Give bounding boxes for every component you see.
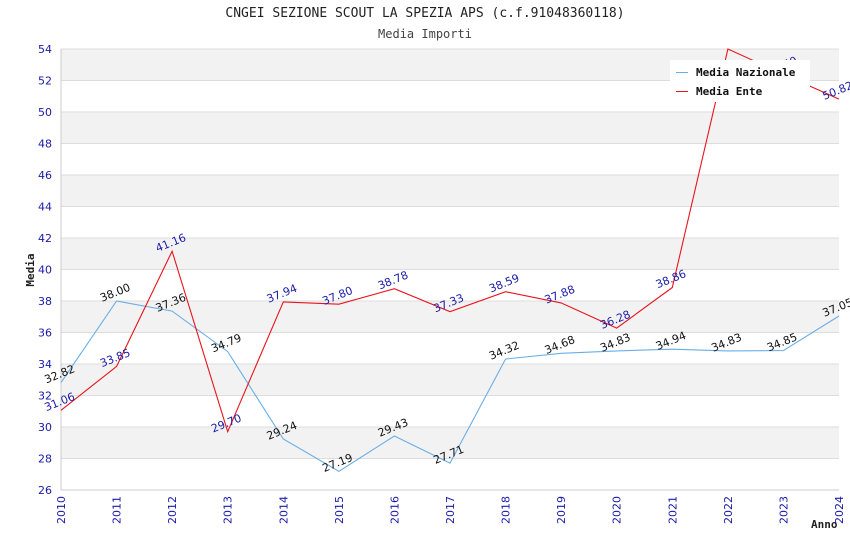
series-line-media-nazionale <box>60 300 840 472</box>
chart-title: CNGEI SEZIONE SCOUT LA SPEZIA APS (c.f.9… <box>225 6 625 21</box>
y-tick-label: 48 <box>38 138 52 151</box>
x-tick-label: 2015 <box>333 496 346 524</box>
legend-swatch-media-nazionale <box>676 71 688 73</box>
y-tick-label: 52 <box>38 75 52 88</box>
y-tick-label: 30 <box>38 421 52 434</box>
x-tick-label: 2021 <box>666 496 679 524</box>
x-tick-label: 2014 <box>277 496 290 524</box>
grid-band <box>61 238 839 270</box>
x-tick-label: 2017 <box>444 496 457 524</box>
series-lines <box>60 48 840 472</box>
grid-band <box>61 112 839 144</box>
y-tick-label: 38 <box>38 295 52 308</box>
grid-band <box>61 143 839 175</box>
y-tick-label: 32 <box>38 390 52 403</box>
y-tick-label: 26 <box>38 484 52 497</box>
y-axis-ticks: 26 28 30 32 34 36 38 40 42 44 46 48 50 52 54 <box>38 43 52 497</box>
grid-band <box>61 427 839 459</box>
x-tick-label: 2013 <box>222 496 235 524</box>
grid-band <box>61 395 839 427</box>
x-tick-label: 2019 <box>555 496 568 524</box>
y-tick-label: 54 <box>38 43 52 56</box>
grid-band <box>61 175 839 207</box>
y-tick-label: 44 <box>38 201 52 214</box>
y-tick-label: 34 <box>38 358 52 371</box>
x-tick-label: 2022 <box>722 496 735 524</box>
legend-label: Media Nazionale <box>696 65 796 79</box>
chart-legend: Media Nazionale Media Ente <box>670 60 810 102</box>
grid-band <box>61 206 839 238</box>
grid-band <box>61 269 839 301</box>
x-tick-label: 2018 <box>500 496 513 524</box>
x-tick-label: 2016 <box>388 496 401 524</box>
y-tick-label: 36 <box>38 327 52 340</box>
x-tick-label: 2024 <box>833 496 846 524</box>
y-axis-title: Media <box>24 253 37 286</box>
x-tick-label: 2020 <box>611 496 624 524</box>
series-line-media-ente <box>60 48 840 434</box>
y-tick-label: 28 <box>38 453 52 466</box>
x-tick-label: 2023 <box>777 496 790 524</box>
legend-swatch-media-ente <box>676 90 688 92</box>
chart-subtitle: Media Importi <box>378 27 472 41</box>
legend-item-media-ente: Media Ente <box>676 83 762 99</box>
y-tick-label: 50 <box>38 106 52 119</box>
grid-lines <box>60 48 839 491</box>
grid-band <box>61 301 839 333</box>
y-tick-label: 40 <box>38 264 52 277</box>
x-tick-label: 2011 <box>111 496 124 524</box>
legend-item-media-nazionale: Media Nazionale <box>676 64 795 80</box>
grid-band <box>61 458 839 490</box>
y-tick-label: 42 <box>38 232 52 245</box>
y-tick-label: 46 <box>38 169 52 182</box>
x-tick-label: 2012 <box>166 496 179 524</box>
legend-label: Media Ente <box>696 84 763 98</box>
x-tick-label: 2010 <box>55 496 68 524</box>
grid-band <box>61 364 839 396</box>
x-axis-title: Anno <box>811 518 838 531</box>
grid-band <box>61 332 839 364</box>
x-axis-ticks: 2010 2011 2012 2013 2014 2015 2016 2017 2018 2019… <box>55 496 846 524</box>
